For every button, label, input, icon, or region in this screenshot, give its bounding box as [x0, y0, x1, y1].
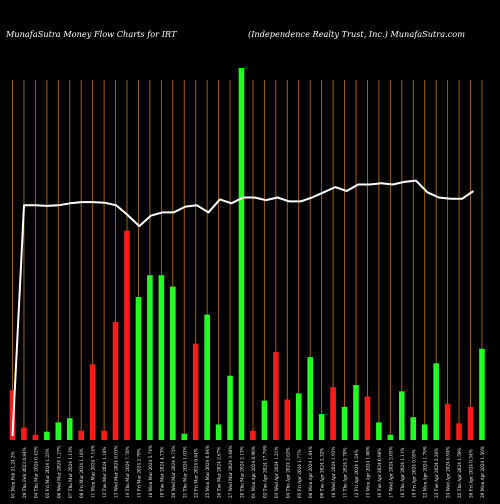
x-tick-label: 05 Fri Mar 2024 1.23% [45, 448, 50, 498]
x-tick-label: 28 Thu Mar 2024 2.13% [240, 446, 245, 498]
money-flow-bar [364, 396, 371, 440]
x-tick-label: 12 Tue Mar 2024 1.16% [102, 447, 107, 498]
money-flow-bar [112, 321, 119, 440]
x-tick-label: 01 Mon Apr 2024 0.90% [251, 446, 256, 498]
x-tick-label: 16 Tue Apr 2024 0.98% [377, 448, 382, 498]
x-tick-label: 03 Wed Apr 2024 1.21% [274, 447, 279, 498]
x-tick-label: 22 Mon Apr 2024 1.79% [423, 446, 428, 498]
bars [9, 68, 485, 440]
money-flow-bar [101, 430, 107, 440]
money-flow-bar [21, 427, 27, 440]
money-flow-bar [250, 430, 256, 440]
x-tick-label: 17 Wed Apr 2024 2.05% [388, 447, 393, 498]
x-tick-label: 01 Mon Feb 21,24 2% [11, 451, 16, 498]
money-flow-bar [353, 385, 359, 440]
money-flow-bar [124, 230, 130, 440]
x-tick-label: 19 Tue Mar 2024 4.73% [159, 447, 164, 498]
x-tick-label: 24 Wed Apr 2024 0.94% [446, 447, 451, 498]
money-flow-bar [479, 348, 485, 440]
chart-subtitle: (Independence Realty Trust, Inc.) Munafa… [248, 29, 465, 39]
money-flow-bar [284, 399, 291, 440]
x-tick-label: 26 Tue Mar 2024 2.67% [217, 447, 222, 498]
money-flow-bar [307, 357, 313, 440]
x-tick-label: 13 Wed Mar 2024 8.03% [114, 445, 119, 498]
x-tick-label: 20 Wed Mar 2024 4.73% [171, 445, 176, 498]
x-tick-label: 04 Thu Apr 2024 2.62% [285, 447, 290, 498]
money-flow-bar [66, 418, 73, 440]
money-flow-bar [341, 406, 348, 440]
x-tick-label: 22 Fri Mar 2024 0.84% [194, 448, 199, 498]
x-tick-label: 08 Mon Apr 2024 1.64% [308, 446, 313, 498]
x-tick-label: 23 Tue Apr 2024 2.26% [434, 448, 439, 498]
x-tick-label: 18 Thu Apr 2024 1.11% [400, 447, 405, 498]
x-tick-label: 11 Thu Apr 2024 2.70% [343, 447, 348, 498]
money-flow-bar [399, 391, 405, 440]
money-flow-bar [55, 422, 62, 440]
money-flow-bar [181, 433, 188, 440]
x-tick-label: 14 Thu Mar 2024 7.78% [125, 446, 130, 498]
x-tick-label: 11 Mon Mar 2024 7.14% [91, 445, 96, 498]
x-tick-label: 19 Fri Apr 2024 0.55% [411, 449, 416, 498]
money-flow-bar [387, 434, 394, 440]
money-flow-bar [44, 431, 50, 440]
money-flow-bar [89, 364, 96, 440]
x-tick-label: 09 Tue Apr 2024 2.32% [320, 448, 325, 498]
money-flow-bar [273, 351, 279, 440]
x-tick-label: 29 Mon Apr 2024 1.50% [480, 446, 485, 498]
money-flow-bar [158, 275, 165, 440]
x-tick-label: 08 Fri Mar 2024 1.18% [79, 448, 84, 498]
price-line-path [11, 179, 475, 437]
money-flow-bar [215, 424, 222, 440]
x-tick-label: 26 Fri Apr 2024 0.34% [469, 449, 474, 498]
x-tick-label: 15 Mon Apr 2024 1.00% [365, 446, 370, 498]
x-tick-label: 21 Thu Mar 2024 1.03% [182, 446, 187, 498]
x-tick-label: 25 Thu Apr 2024 1.59% [457, 447, 462, 498]
x-tick-label: 02 Tue Apr 2024 17.79% [262, 445, 267, 498]
money-flow-bar [170, 286, 176, 440]
grid-lines [12, 80, 483, 440]
x-tick-label: 10 Wed Apr 2024 1.93% [331, 447, 336, 498]
x-tick-label: 07 Thu Mar 2024 1.13% [68, 446, 73, 498]
money-flow-bar [456, 423, 462, 440]
x-tick-label: 18 Mon Mar 2024 5.74% [148, 445, 153, 498]
x-tick-label: 29 Thu Feb 2023 0.84% [22, 447, 27, 498]
money-flow-bar [444, 403, 451, 440]
money-flow-bar [295, 393, 302, 440]
x-tick-label: 25 Mon Mar 2024 0.04% [205, 445, 210, 498]
x-tick-labels: 01 Mon Feb 21,24 2% 29 Thu Feb 2023 0.84%… [11, 445, 485, 498]
money-flow-bar [227, 375, 233, 440]
money-flow-bar [192, 343, 199, 440]
money-flow-bar [318, 414, 325, 440]
money-flow-bar [467, 406, 474, 440]
money-flow-bar [135, 297, 142, 440]
money-flow-bar [147, 275, 153, 440]
chart-title: MunafaSutra Money Flow Charts for IRT [5, 29, 177, 39]
money-flow-bar [410, 417, 417, 440]
x-tick-label: 06 Wed Mar 2024 1.27% [56, 445, 61, 498]
money-flow-bar [32, 434, 39, 440]
x-tick-label: 27 Wed Mar 2024 3.48% [228, 445, 233, 498]
money-flow-bar [261, 400, 268, 440]
x-tick-label: 15 Fri Mar 2024 2.79% [136, 448, 141, 498]
money-flow-bar [421, 424, 428, 440]
price-line [11, 179, 475, 437]
money-flow-bar [238, 68, 245, 440]
money-flow-bar [78, 430, 84, 440]
money-flow-bar [433, 363, 439, 440]
x-tick-label: 05 Fri Apr 2024 1.77% [297, 449, 302, 498]
money-flow-bar [204, 314, 210, 440]
x-tick-label: 12 Fri Apr 2024 1.24% [354, 449, 359, 498]
money-flow-bar [376, 422, 382, 440]
x-tick-label: 04 Thu Mar 2024 0.42% [33, 446, 38, 498]
money-flow-bar [9, 390, 16, 440]
money-flow-bar [330, 387, 336, 440]
